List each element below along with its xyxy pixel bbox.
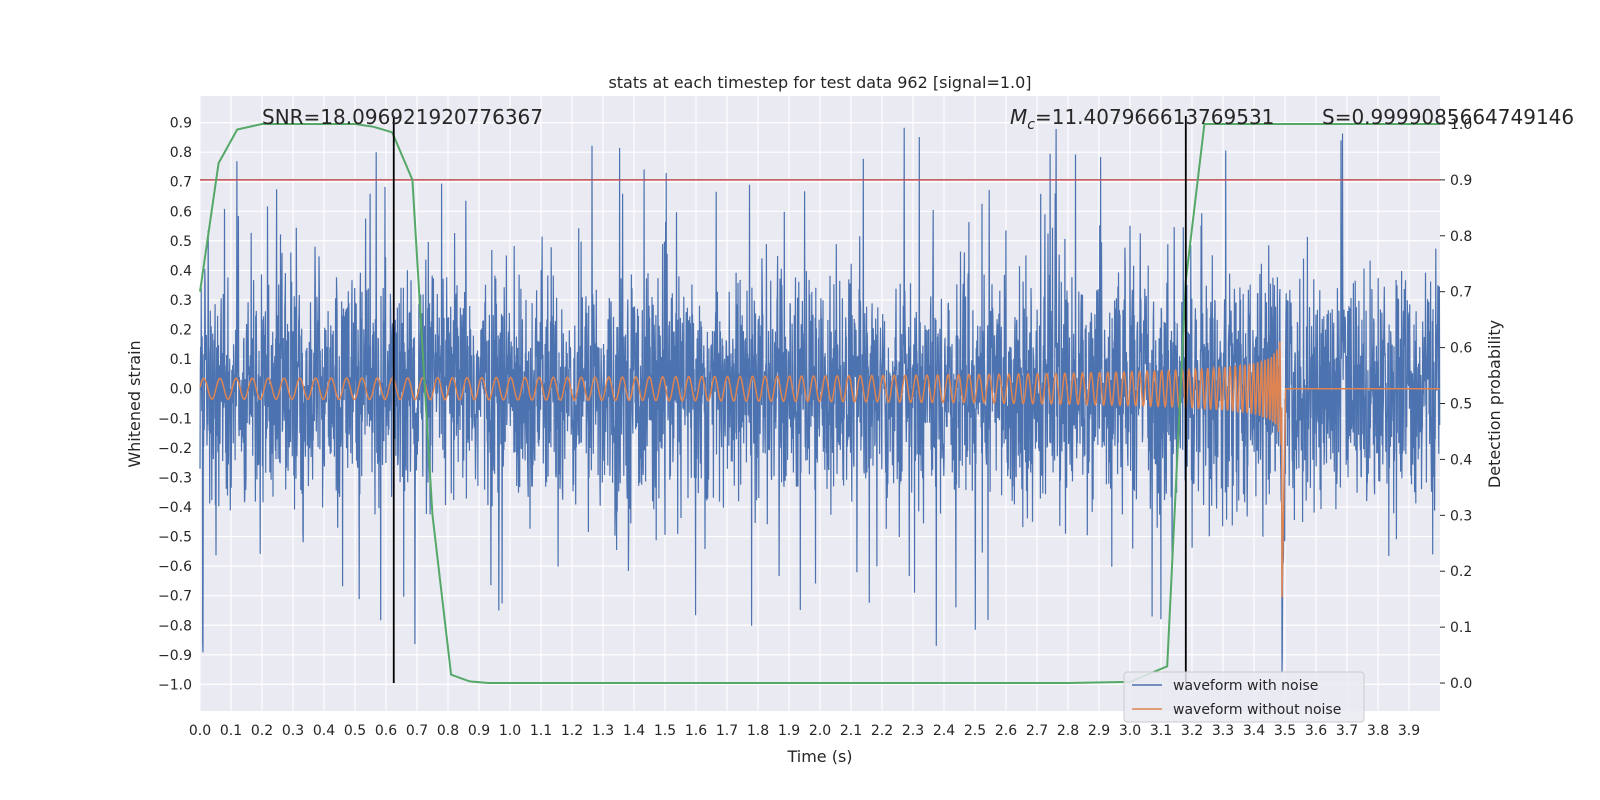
x-tick-label: 1.7: [716, 723, 738, 739]
s-annotation: S=0.9999085664749146: [1322, 105, 1574, 129]
x-tick-label: 2.1: [840, 723, 862, 739]
x-tick-label: 3.0: [1119, 723, 1141, 739]
y2-tick-label: 1.0: [1450, 117, 1472, 133]
y2-tick-labels: 1.0 0.9 0.8 0.7 0.6 0.5 0.4 0.3 0.2 0.1 0.0: [1440, 117, 1472, 692]
x-tick-label: 1.9: [778, 723, 800, 739]
chart-title: stats at each timestep for test data 962…: [608, 73, 1031, 92]
y-tick-label: −0.9: [158, 648, 192, 664]
x-tick-label: 2.7: [1026, 723, 1048, 739]
y-tick-label: −1.0: [158, 677, 192, 693]
x-tick-labels: 0.0 0.1 0.2 0.3 0.4 0.5 0.6 0.7 0.8 0.9 1.0 1.1 1.2 1…: [189, 723, 1420, 739]
y-tick-label: −0.2: [158, 441, 192, 457]
x-tick-label: 0.0: [189, 723, 211, 739]
mc-value: =11.407966613769531: [1035, 105, 1274, 129]
x-tick-label: 2.8: [1057, 723, 1079, 739]
y-tick-label: 0.0: [170, 382, 192, 398]
y-tick-label: 0.8: [170, 145, 192, 161]
x-tick-label: 3.6: [1305, 723, 1327, 739]
y2-tick-label: 0.1: [1450, 620, 1472, 636]
y2-tick-label: 0.4: [1450, 452, 1472, 468]
mc-symbol: M: [1010, 105, 1027, 129]
x-tick-label: 2.3: [902, 723, 924, 739]
x-tick-label: 0.8: [437, 723, 459, 739]
x-tick-label: 1.4: [623, 723, 645, 739]
x-tick-label: 1.2: [561, 723, 583, 739]
x-tick-label: 0.5: [344, 723, 366, 739]
x-tick-label: 3.5: [1274, 723, 1296, 739]
y2-tick-label: 0.2: [1450, 564, 1472, 580]
y2-tick-label: 0.7: [1450, 285, 1472, 301]
waveform-without-noise-line: [199, 341, 1440, 598]
mc-annotation: Mc=11.407966613769531: [1010, 105, 1274, 133]
detection-probability-line: [199, 123, 1440, 684]
y2-tick-label: 0.3: [1450, 508, 1472, 524]
x-tick-label: 0.7: [406, 723, 428, 739]
x-tick-label: 3.9: [1398, 723, 1420, 739]
y2-tick-label: 0.9: [1450, 173, 1472, 189]
y2-tick-label: 0.5: [1450, 397, 1472, 413]
x-tick-label: 0.4: [313, 723, 335, 739]
y-tick-label: −0.4: [158, 500, 192, 516]
x-axis-label: Time (s): [786, 747, 852, 766]
y2-tick-label: 0.0: [1450, 676, 1472, 692]
y-tick-labels: 0.9 0.8 0.7 0.6 0.5 0.4 0.3 0.2 0.1 0.0 −0.1 −0.2 −0…: [158, 116, 192, 694]
x-tick-label: 1.8: [747, 723, 769, 739]
y-tick-label: 0.7: [170, 175, 192, 191]
y2-tick-label: 0.8: [1450, 229, 1472, 245]
y-tick-label: 0.1: [170, 352, 192, 368]
waveform-with-noise-line: [199, 127, 1441, 672]
y-tick-label: 0.5: [170, 234, 192, 250]
x-tick-label: 1.1: [530, 723, 552, 739]
y-tick-label: 0.3: [170, 293, 192, 309]
y-tick-label: −0.8: [158, 618, 192, 634]
mc-subscript: c: [1027, 117, 1035, 133]
x-tick-label: 2.2: [871, 723, 893, 739]
series-detection-probability: [199, 123, 1440, 684]
x-tick-label: 1.6: [685, 723, 707, 739]
legend: waveform with noise waveform without noi…: [1123, 671, 1365, 723]
y-tick-label: 0.9: [170, 116, 192, 132]
x-tick-label: 0.1: [220, 723, 242, 739]
snr-annotation: SNR=18.096921920776367: [262, 105, 543, 129]
x-tick-label: 0.9: [468, 723, 490, 739]
x-tick-label: 2.5: [964, 723, 986, 739]
y2-axis-label: Detection probability: [1485, 320, 1504, 488]
vertical-markers: [392, 115, 1187, 684]
x-tick-label: 3.3: [1212, 723, 1234, 739]
x-tick-label: 1.3: [592, 723, 614, 739]
y-axis-label: Whitened strain: [125, 340, 144, 467]
y-tick-label: 0.2: [170, 323, 192, 339]
y-tick-label: 0.6: [170, 204, 192, 220]
x-tick-label: 2.9: [1088, 723, 1110, 739]
series-waveform-with-noise: [199, 127, 1441, 672]
x-tick-label: 3.7: [1336, 723, 1358, 739]
y-tick-label: 0.4: [170, 263, 192, 279]
x-tick-label: 1.0: [499, 723, 521, 739]
x-tick-label: 3.8: [1367, 723, 1389, 739]
x-tick-label: 2.6: [995, 723, 1017, 739]
x-tick-label: 0.6: [375, 723, 397, 739]
y-tick-label: −0.5: [158, 530, 192, 546]
legend-label-clean: waveform without noise: [1173, 702, 1341, 718]
x-tick-label: 0.3: [282, 723, 304, 739]
x-tick-label: 3.2: [1181, 723, 1203, 739]
x-tick-label: 0.2: [251, 723, 273, 739]
y-tick-label: −0.3: [158, 470, 192, 486]
legend-box: [1123, 671, 1365, 723]
x-tick-label: 3.1: [1150, 723, 1172, 739]
y-tick-label: −0.7: [158, 589, 192, 605]
series-waveform-without-noise: [199, 341, 1440, 598]
x-tick-label: 1.5: [654, 723, 676, 739]
x-tick-label: 3.4: [1243, 723, 1265, 739]
y-tick-label: −0.1: [158, 411, 192, 427]
y-tick-label: −0.6: [158, 559, 192, 575]
x-tick-label: 2.4: [933, 723, 955, 739]
x-tick-label: 2.0: [809, 723, 831, 739]
y2-tick-label: 0.6: [1450, 341, 1472, 357]
legend-label-noise: waveform with noise: [1173, 678, 1318, 694]
